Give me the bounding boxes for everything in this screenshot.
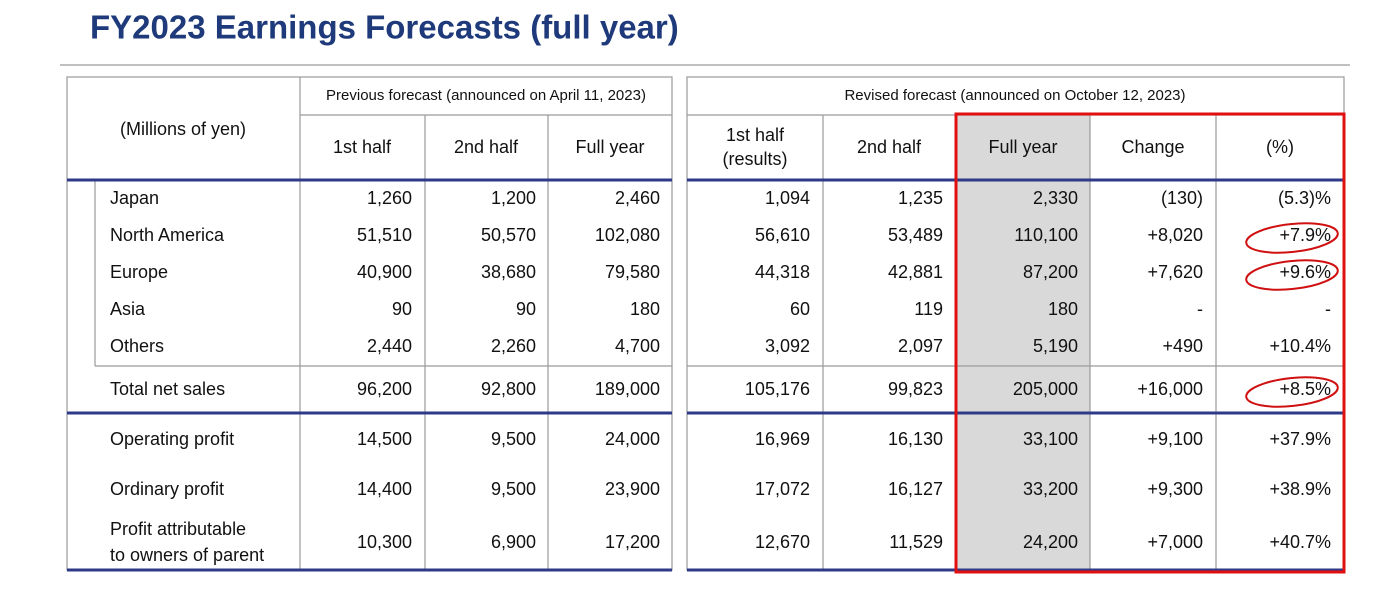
cell: 11,529 bbox=[889, 532, 943, 552]
cell: 79,580 bbox=[605, 262, 660, 282]
cell: 1,094 bbox=[765, 188, 810, 208]
cell: 38,680 bbox=[481, 262, 536, 282]
cell: 33,100 bbox=[1023, 429, 1078, 449]
cell: 1,260 bbox=[367, 188, 412, 208]
cell: 4,700 bbox=[615, 336, 660, 356]
cell: 2,330 bbox=[1033, 188, 1078, 208]
row-label: Japan bbox=[110, 188, 159, 208]
column-header: 2nd half bbox=[454, 137, 519, 157]
cell: 60 bbox=[790, 299, 810, 319]
row-label: Total net sales bbox=[110, 379, 225, 399]
cell: 9,500 bbox=[491, 479, 536, 499]
group-header: Previous forecast (announced on April 11… bbox=[326, 87, 646, 104]
cell: 1,235 bbox=[898, 188, 943, 208]
cell: +8.5% bbox=[1279, 379, 1331, 399]
cell: 2,460 bbox=[615, 188, 660, 208]
cell: 1,200 bbox=[491, 188, 536, 208]
cell: 6,900 bbox=[491, 532, 536, 552]
cell: 56,610 bbox=[755, 225, 810, 245]
cell: +37.9% bbox=[1269, 429, 1331, 449]
row-label: to owners of parent bbox=[110, 545, 264, 565]
column-header: 1st half bbox=[726, 125, 785, 145]
cell: +9,100 bbox=[1147, 429, 1203, 449]
cell: 110,100 bbox=[1014, 225, 1078, 245]
cell: 33,200 bbox=[1023, 479, 1078, 499]
cell: +16,000 bbox=[1137, 379, 1203, 399]
cell: 51,510 bbox=[357, 225, 412, 245]
column-header: 1st half bbox=[333, 137, 392, 157]
cell: 119 bbox=[914, 299, 943, 319]
column-header: Change bbox=[1121, 137, 1184, 157]
cell: 3,092 bbox=[765, 336, 810, 356]
cell: 23,900 bbox=[605, 479, 660, 499]
cell: 189,000 bbox=[595, 379, 660, 399]
cell: 2,097 bbox=[898, 336, 943, 356]
row-label: Profit attributable bbox=[110, 519, 246, 539]
cell: 9,500 bbox=[491, 429, 536, 449]
highlight-column bbox=[956, 115, 1090, 570]
cell: +7,000 bbox=[1147, 532, 1203, 552]
column-header: Full year bbox=[988, 137, 1057, 157]
row-label: Asia bbox=[110, 299, 146, 319]
cell: +40.7% bbox=[1269, 532, 1331, 552]
cell: 99,823 bbox=[888, 379, 943, 399]
title: FY2023 Earnings Forecasts (full year) bbox=[90, 9, 679, 46]
cell: +9,300 bbox=[1147, 479, 1203, 499]
cell: 102,080 bbox=[595, 225, 660, 245]
column-header: Full year bbox=[575, 137, 644, 157]
red-circles bbox=[1245, 222, 1339, 408]
cell: 16,130 bbox=[888, 429, 943, 449]
cell: 53,489 bbox=[888, 225, 943, 245]
cell: 44,318 bbox=[755, 262, 810, 282]
cell: 92,800 bbox=[481, 379, 536, 399]
cell: +7.9% bbox=[1279, 225, 1331, 245]
row-label: North America bbox=[110, 225, 225, 245]
row-label: Operating profit bbox=[110, 429, 234, 449]
cell: 180 bbox=[1048, 299, 1078, 319]
unit-label: (Millions of yen) bbox=[120, 119, 246, 139]
cell: +7,620 bbox=[1147, 262, 1203, 282]
cell: 16,127 bbox=[888, 479, 943, 499]
cell: 90 bbox=[392, 299, 412, 319]
cell: - bbox=[1197, 299, 1203, 319]
row-label: Ordinary profit bbox=[110, 479, 224, 499]
cell: 87,200 bbox=[1023, 262, 1078, 282]
cell: 12,670 bbox=[755, 532, 810, 552]
cell: 50,570 bbox=[481, 225, 536, 245]
cell: +8,020 bbox=[1147, 225, 1203, 245]
cell: 40,900 bbox=[357, 262, 412, 282]
cell: 17,200 bbox=[605, 532, 660, 552]
cell: 2,260 bbox=[491, 336, 536, 356]
cell: 180 bbox=[630, 299, 660, 319]
column-header: 2nd half bbox=[857, 137, 922, 157]
cell: +10.4% bbox=[1269, 336, 1331, 356]
cell: 24,000 bbox=[605, 429, 660, 449]
row-label: Europe bbox=[110, 262, 168, 282]
cell: (130) bbox=[1161, 188, 1203, 208]
cell: 14,400 bbox=[357, 479, 412, 499]
group-header: Revised forecast (announced on October 1… bbox=[844, 87, 1185, 104]
row-label: Others bbox=[110, 336, 164, 356]
cell: 17,072 bbox=[755, 479, 810, 499]
red-box bbox=[954, 112, 1346, 574]
cell: - bbox=[1325, 299, 1331, 319]
cell: +490 bbox=[1162, 336, 1203, 356]
cell: 205,000 bbox=[1013, 379, 1078, 399]
cell: 16,969 bbox=[755, 429, 810, 449]
cell: +9.6% bbox=[1279, 262, 1331, 282]
cell: 10,300 bbox=[357, 532, 412, 552]
cell: 24,200 bbox=[1023, 532, 1078, 552]
cell: 14,500 bbox=[357, 429, 412, 449]
cell: (5.3)% bbox=[1278, 188, 1331, 208]
column-header: (%) bbox=[1266, 137, 1294, 157]
cell: +38.9% bbox=[1269, 479, 1331, 499]
cell: 96,200 bbox=[357, 379, 412, 399]
cell: 105,176 bbox=[745, 379, 810, 399]
column-header: (results) bbox=[722, 149, 787, 169]
cell: 42,881 bbox=[888, 262, 943, 282]
cell: 2,440 bbox=[367, 336, 412, 356]
cell: 5,190 bbox=[1033, 336, 1078, 356]
cell: 90 bbox=[516, 299, 536, 319]
